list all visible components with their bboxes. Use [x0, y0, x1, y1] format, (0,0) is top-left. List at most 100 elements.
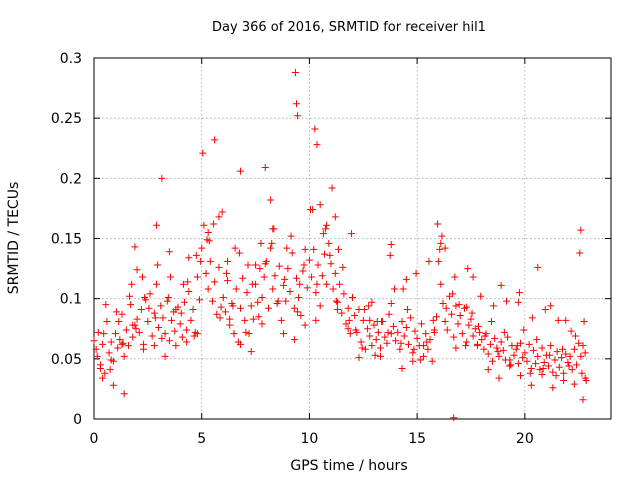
- data-point: [359, 316, 367, 324]
- y-axis-label: SRMTID / TECUs: [6, 182, 22, 295]
- data-point: [256, 265, 264, 273]
- data-point: [224, 257, 232, 265]
- data-point: [241, 316, 249, 324]
- data-point: [372, 336, 380, 344]
- data-point: [389, 322, 397, 330]
- data-point: [407, 314, 415, 322]
- data-point: [155, 324, 163, 332]
- data-point: [311, 125, 319, 133]
- data-point: [450, 414, 458, 422]
- data-point: [277, 316, 285, 324]
- data-point: [536, 366, 544, 374]
- data-point: [464, 265, 472, 273]
- data-point: [294, 112, 302, 120]
- data-point: [158, 334, 166, 342]
- data-point: [437, 239, 445, 247]
- data-point: [122, 326, 130, 334]
- data-point: [274, 297, 282, 305]
- data-point: [527, 381, 535, 389]
- data-point: [455, 301, 463, 309]
- data-point: [99, 374, 107, 382]
- data-point: [177, 309, 185, 317]
- x-axis-label: GPS time / hours: [290, 458, 407, 474]
- y-tick-label: 0: [73, 412, 82, 428]
- data-point: [301, 245, 309, 253]
- data-point: [495, 352, 503, 360]
- data-point: [120, 390, 128, 398]
- data-point: [168, 316, 176, 324]
- data-point: [344, 325, 352, 333]
- data-point: [433, 313, 441, 321]
- data-point: [216, 314, 224, 322]
- data-point: [441, 244, 449, 252]
- data-point: [529, 346, 537, 354]
- data-point: [538, 344, 546, 352]
- data-point: [215, 263, 223, 271]
- data-point: [322, 225, 330, 233]
- data-point: [158, 174, 166, 182]
- data-point: [281, 275, 289, 283]
- data-point: [449, 290, 457, 298]
- data-point: [200, 221, 208, 229]
- data-point: [222, 269, 230, 277]
- data-point: [484, 366, 492, 374]
- data-point: [580, 318, 588, 326]
- data-point: [252, 261, 260, 269]
- data-point: [255, 313, 263, 321]
- data-point: [314, 261, 322, 269]
- data-point: [571, 332, 579, 340]
- data-point: [434, 220, 442, 228]
- data-point: [221, 308, 229, 316]
- data-point: [140, 345, 148, 353]
- y-tick-label: 0.15: [51, 232, 82, 248]
- data-point: [338, 309, 346, 317]
- data-point: [439, 299, 447, 307]
- data-point: [540, 358, 548, 366]
- data-point: [150, 342, 158, 350]
- data-point: [545, 362, 553, 370]
- data-point: [303, 284, 311, 292]
- data-point: [469, 273, 477, 281]
- data-point: [226, 321, 234, 329]
- data-point: [355, 354, 363, 362]
- data-point: [115, 318, 123, 326]
- data-point: [146, 290, 154, 298]
- data-point: [339, 263, 347, 271]
- data-point: [179, 280, 187, 288]
- data-point: [268, 239, 276, 247]
- data-point: [551, 356, 559, 364]
- data-point: [172, 342, 180, 350]
- data-point: [232, 285, 240, 293]
- data-point: [286, 287, 294, 295]
- data-point: [118, 310, 126, 318]
- data-point: [417, 320, 425, 328]
- y-tick-label: 0.3: [60, 51, 82, 67]
- data-point: [326, 251, 334, 259]
- data-point: [560, 376, 568, 384]
- data-point: [230, 330, 238, 338]
- data-point: [448, 310, 456, 318]
- data-point: [420, 342, 428, 350]
- y-tick-labels: 0 0.05 0.1 0.15 0.2 0.25 0.3: [51, 51, 82, 428]
- data-point: [497, 338, 505, 346]
- data-point: [161, 352, 169, 360]
- data-point: [319, 230, 327, 238]
- data-point: [438, 232, 446, 240]
- data-point: [226, 315, 234, 323]
- data-point: [340, 290, 348, 298]
- data-point: [365, 302, 373, 310]
- data-point: [562, 316, 570, 324]
- data-point: [560, 369, 568, 377]
- data-point: [559, 345, 567, 353]
- data-point: [411, 327, 419, 335]
- data-point: [435, 257, 443, 265]
- data-point: [296, 280, 304, 288]
- data-point: [409, 349, 417, 357]
- data-point: [320, 250, 328, 258]
- data-point: [206, 257, 214, 265]
- data-point: [133, 315, 141, 323]
- data-point: [377, 344, 385, 352]
- data-point: [135, 328, 143, 336]
- data-point: [525, 340, 533, 348]
- data-point: [430, 326, 438, 334]
